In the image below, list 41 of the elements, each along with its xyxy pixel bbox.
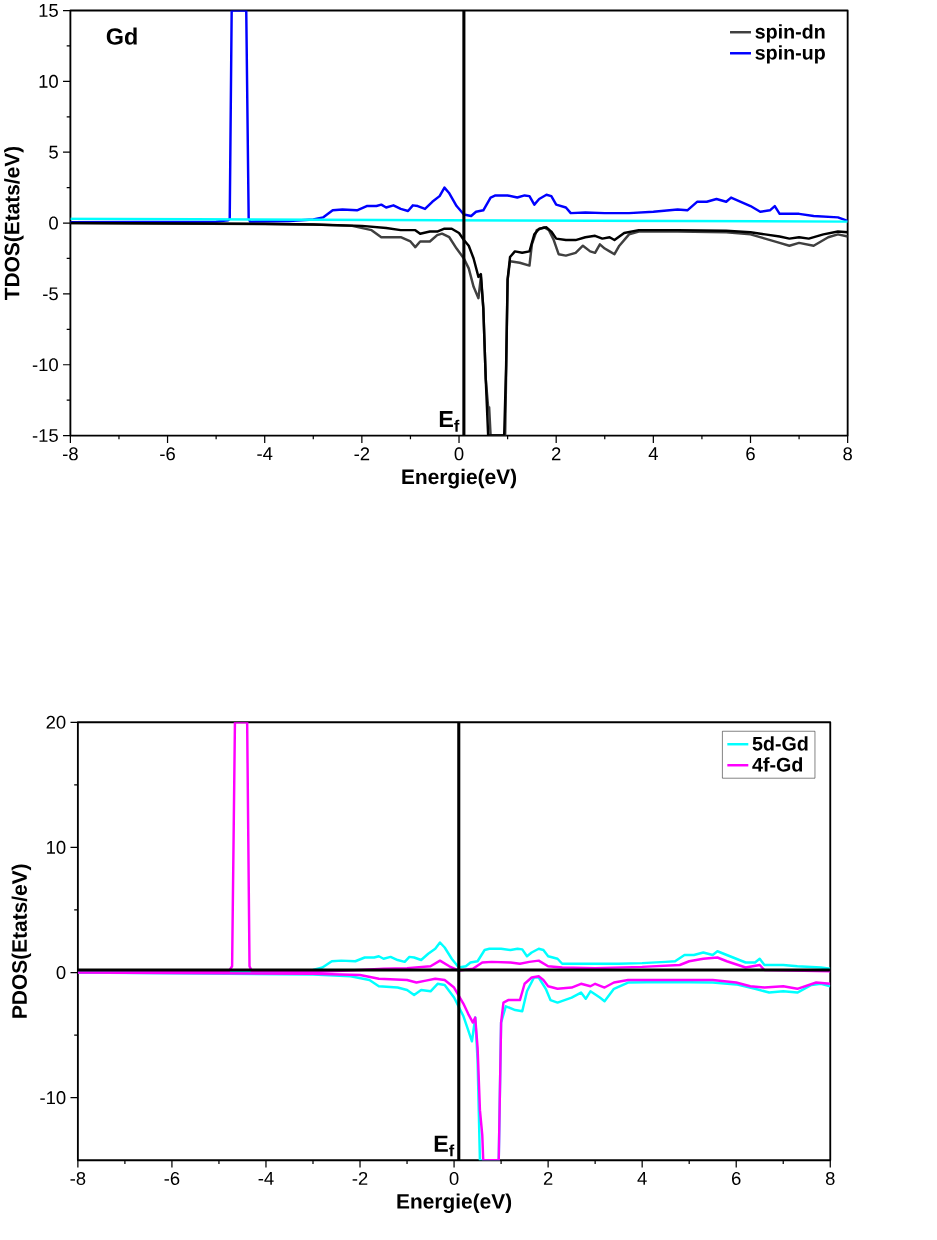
- y-axis-title: PDOS(Etats/eV): [11, 864, 32, 1018]
- y-tick-label: -5: [43, 287, 58, 301]
- x-axis-title: Energie(eV): [397, 1193, 512, 1214]
- y-tick-label: -10: [40, 1091, 66, 1105]
- ref-line-label: E$_{f}$: [434, 1135, 455, 1157]
- legend-label: spin-up: [755, 45, 825, 64]
- x-tick-label: 0: [449, 1171, 459, 1185]
- x-tick-label: -8: [70, 1171, 86, 1185]
- x-tick-label: -4: [258, 1171, 274, 1185]
- annotation: Gd: [106, 27, 137, 45]
- x-tick-label: 6: [746, 447, 755, 461]
- ref-line-label: E$_{f}$: [439, 411, 460, 432]
- x-tick-label: 8: [825, 1171, 835, 1185]
- y-axis-title: TDOS(Etats/eV): [4, 146, 24, 301]
- y-tick-label: 15: [39, 4, 58, 17]
- y-tick-label: 5: [49, 145, 58, 159]
- x-tick-label: -2: [352, 1171, 368, 1185]
- legend-label: spin-dn: [755, 24, 825, 43]
- y-tick-label: 0: [56, 965, 66, 980]
- y-tick-label: 10: [39, 74, 58, 88]
- x-tick-label: 2: [551, 447, 561, 461]
- x-tick-label: 2: [543, 1171, 553, 1185]
- x-axis-title: Energie(eV): [402, 468, 517, 489]
- x-tick-label: -6: [164, 1171, 180, 1185]
- x-tick-label: 6: [732, 1171, 741, 1185]
- x-tick-label: 0: [454, 447, 464, 461]
- x-tick-label: 8: [843, 447, 852, 461]
- x-tick-label: 4: [637, 1171, 647, 1185]
- y-tick-label: -10: [32, 358, 58, 372]
- y-tick-label: 10: [47, 840, 66, 854]
- x-tick-label: 4: [648, 447, 658, 460]
- y-tick-label: 20: [46, 715, 66, 729]
- x-tick-label: -8: [62, 447, 78, 461]
- x-tick-label: -4: [257, 447, 273, 460]
- legend-label: 4f-Gd: [752, 757, 803, 772]
- legend-label: 5d-Gd: [752, 736, 808, 751]
- line-series: [70, 10, 848, 224]
- x-tick-label: -6: [160, 447, 175, 461]
- x-tick-label: -2: [354, 447, 370, 461]
- y-tick-label: -15: [32, 429, 58, 443]
- y-tick-label: 0: [49, 216, 58, 230]
